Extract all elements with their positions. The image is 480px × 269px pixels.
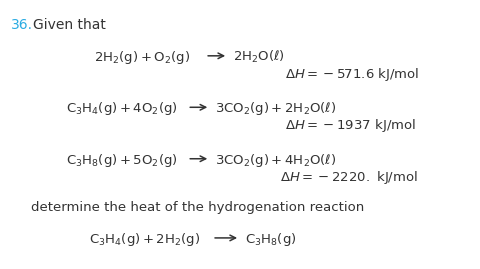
Text: $\Delta H = -1937\ \mathregular{kJ/mol}$: $\Delta H = -1937\ \mathregular{kJ/mol}$ (285, 117, 416, 134)
Text: $\Delta H = -2220.\ \mathregular{kJ/mol}$: $\Delta H = -2220.\ \mathregular{kJ/mol}… (280, 169, 418, 186)
Text: Given that: Given that (33, 18, 106, 32)
Text: $\Delta H = -571.6\ \mathregular{kJ/mol}$: $\Delta H = -571.6\ \mathregular{kJ/mol}… (285, 66, 419, 83)
Text: 36.: 36. (12, 18, 33, 32)
Text: $\mathregular{C_3H_8(g) + 5O_2(g)}$: $\mathregular{C_3H_8(g) + 5O_2(g)}$ (66, 152, 178, 169)
Text: $\mathregular{2H_2O(\ell)}$: $\mathregular{2H_2O(\ell)}$ (233, 49, 285, 65)
Text: $\mathregular{3CO_2(g) + 2H_2O(\ell)}$: $\mathregular{3CO_2(g) + 2H_2O(\ell)}$ (215, 100, 336, 117)
Text: $\mathregular{C_3H_8(g)}$: $\mathregular{C_3H_8(g)}$ (245, 231, 297, 248)
Text: determine the heat of the hydrogenation reaction: determine the heat of the hydrogenation … (31, 201, 364, 214)
Text: $\mathregular{C_3H_4(g) + 4O_2(g)}$: $\mathregular{C_3H_4(g) + 4O_2(g)}$ (66, 100, 178, 117)
Text: $\mathregular{C_3H_4(g) + 2H_2(g)}$: $\mathregular{C_3H_4(g) + 2H_2(g)}$ (89, 231, 200, 248)
Text: $\mathregular{2H_2(g) + O_2(g)}$: $\mathregular{2H_2(g) + O_2(g)}$ (94, 49, 190, 66)
Text: $\mathregular{3CO_2(g) + 4H_2O(\ell)}$: $\mathregular{3CO_2(g) + 4H_2O(\ell)}$ (215, 152, 336, 169)
